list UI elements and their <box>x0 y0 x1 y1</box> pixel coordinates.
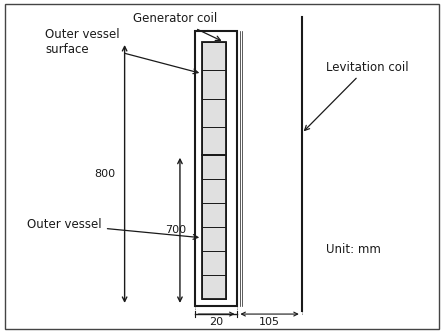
Bar <box>202 179 226 203</box>
Bar <box>202 70 226 99</box>
Bar <box>202 99 226 127</box>
Text: Outer vessel
surface: Outer vessel surface <box>45 28 198 74</box>
Text: Generator coil: Generator coil <box>134 12 221 40</box>
Bar <box>202 155 226 299</box>
Bar <box>202 42 226 155</box>
Text: 20: 20 <box>210 317 223 327</box>
Bar <box>202 42 226 70</box>
Bar <box>202 127 226 155</box>
Text: Levitation coil: Levitation coil <box>305 61 408 131</box>
Text: Outer vessel: Outer vessel <box>27 218 198 239</box>
Text: 800: 800 <box>94 169 115 179</box>
Text: 700: 700 <box>165 225 186 235</box>
Bar <box>202 251 226 275</box>
Text: 105: 105 <box>259 317 280 327</box>
Bar <box>202 155 226 179</box>
Bar <box>202 275 226 299</box>
Bar <box>202 227 226 251</box>
Bar <box>202 203 226 227</box>
Text: Unit: mm: Unit: mm <box>326 243 381 256</box>
Bar <box>195 31 238 306</box>
